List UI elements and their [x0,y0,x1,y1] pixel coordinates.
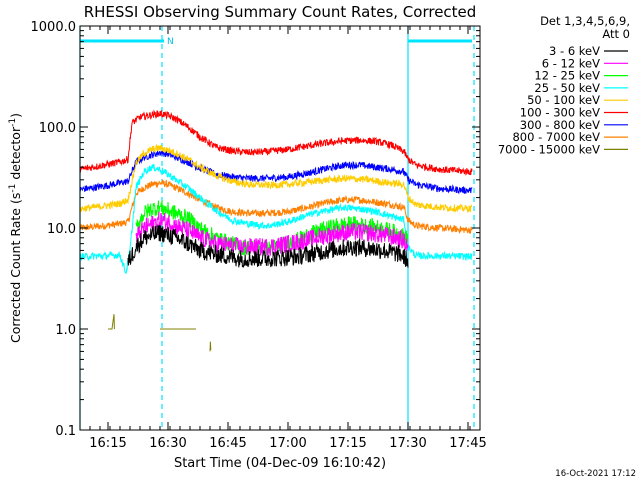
x-tick-label: 17:45 [449,436,486,451]
flag-bar-label: N [167,37,174,47]
footer-date: 16-Oct-2021 17:12 [555,469,636,479]
y-axis-ticks: 0.1 1.0 10.0 100.0 1000.0 [31,20,481,439]
x-tick-label: 17:15 [329,436,366,451]
x-axis-label: Start Time (04-Dec-09 16:10:42) [174,456,386,471]
x-tick-label: 17:00 [269,436,306,451]
y-tick-label: 0.1 [55,424,76,439]
y-tick-label: 10.0 [47,222,76,237]
series-line [80,145,472,212]
x-tick-label: 16:45 [209,436,246,451]
legend-header-line: Det 1,3,4,5,6,9, [540,14,630,28]
y-axis-label: Corrected Count Rate (s-1 detector-1) [8,113,23,343]
series-line [108,314,114,329]
y-tick-label: 1000.0 [31,20,77,35]
y-tick-label: 1.0 [55,323,76,338]
plot-area: N 0.1 1.0 10.0 100.0 1000.0 16:15 16:30 16:45 1… [31,20,487,451]
x-tick-label: 17:30 [389,436,426,451]
y-tick-label: 100.0 [39,121,76,136]
series-lines [80,111,472,352]
legend-label: 7000 - 15000 keV [498,142,600,156]
x-tick-label: 16:30 [149,436,186,451]
legend-header-line: Att 0 [602,27,630,41]
chart-title: RHESSI Observing Summary Count Rates, Co… [84,3,477,21]
x-tick-label: 16:15 [89,436,126,451]
series-line [80,111,472,175]
flag-bars: N [80,37,472,47]
count-rate-chart: RHESSI Observing Summary Count Rates, Co… [0,0,640,480]
series-line [210,342,211,352]
